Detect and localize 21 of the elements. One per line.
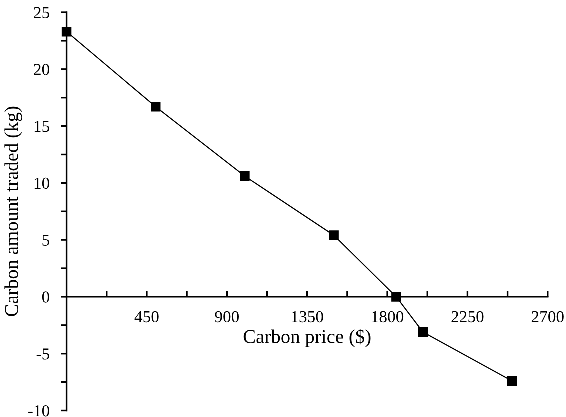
y-tick-label: 5 (42, 234, 50, 246)
y-tick-label: -5 (36, 348, 50, 360)
point (240, 171, 250, 182)
x-axis-title: Carbon price ($) (244, 329, 371, 348)
x-tick-label: 900 (215, 311, 240, 323)
x-tick-label: 1800 (372, 311, 404, 323)
y-tick-label: 25 (34, 7, 50, 18)
point (418, 327, 428, 338)
point (329, 230, 339, 240)
x-tick-label: 2250 (452, 311, 484, 323)
x-tick-label: 450 (134, 311, 159, 323)
y-tick-label: 10 (34, 178, 50, 190)
y-tick-label: 15 (34, 121, 50, 132)
y-tick-label: 0 (42, 292, 50, 303)
y-tick-label: -10 (28, 405, 50, 417)
y-tick-label: 20 (34, 64, 50, 76)
point (507, 376, 518, 386)
x-tick-label: 1350 (292, 311, 324, 323)
point (151, 102, 161, 112)
y-axis-title: Carbon amount traded (kg) (4, 106, 22, 316)
x-tick-label: 2700 (532, 311, 564, 323)
